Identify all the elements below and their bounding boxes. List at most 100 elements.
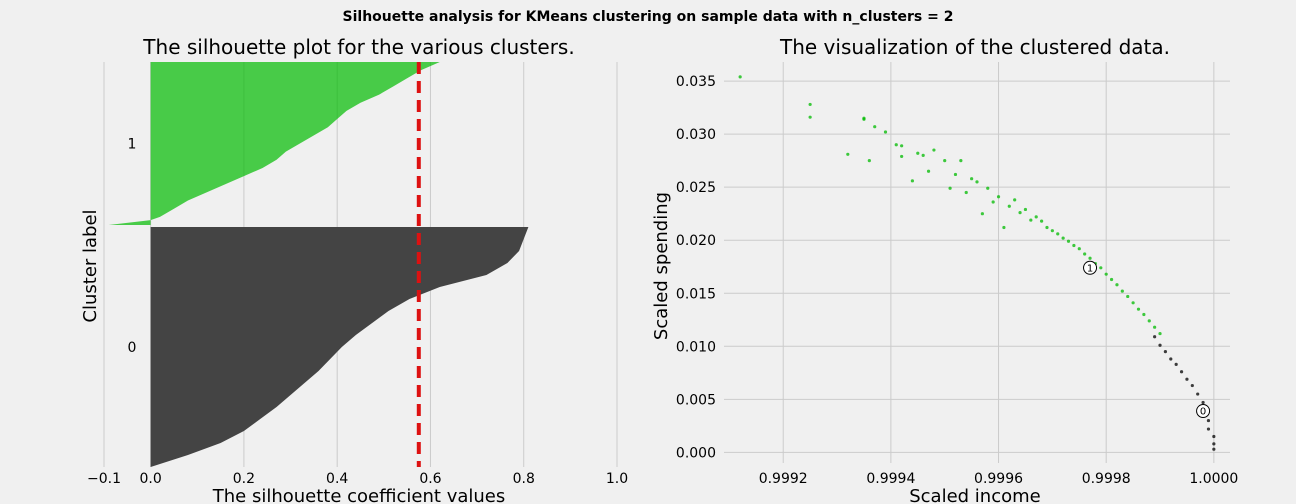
- scatter-y-tick-label: 0.035: [676, 74, 716, 90]
- scatter-point-cluster-1: [1007, 204, 1011, 208]
- scatter-point-cluster-1: [975, 180, 979, 184]
- cluster-center-marker: [1196, 404, 1211, 419]
- scatter-point-cluster-1: [1136, 307, 1141, 311]
- scatter-grid: [724, 62, 1230, 463]
- scatter-point-cluster-1: [964, 190, 968, 195]
- scatter-point-cluster-1: [959, 159, 963, 163]
- silhouette-axes: The silhouette plot for the various clus…: [80, 35, 628, 504]
- scatter-point-cluster-0: [1212, 447, 1216, 451]
- scatter-point-cluster-0: [1212, 442, 1216, 446]
- scatter-point-cluster-0: [1190, 383, 1194, 388]
- silhouette-x-tick-label: −0.1: [87, 471, 121, 487]
- silhouette-ylabel: Cluster label: [80, 209, 101, 322]
- scatter-point-cluster-0: [1185, 377, 1189, 381]
- scatter-ylabel: Scaled spending: [651, 192, 672, 340]
- scatter-x-tick-label: 0.9992: [759, 471, 808, 487]
- scatter-point-cluster-1: [910, 179, 915, 183]
- scatter-x-tick-label: 1.0000: [1189, 471, 1238, 487]
- scatter-point-cluster-1: [900, 144, 904, 148]
- scatter-point-cluster-0: [1206, 427, 1211, 431]
- silhouette-fill-cluster-0: [150, 227, 529, 467]
- scatter-y-tick-label: 0.015: [676, 286, 716, 302]
- silhouette-fill-cluster-1: [108, 62, 440, 225]
- scatter-point-cluster-1: [980, 212, 984, 216]
- scatter-point-cluster-1: [1131, 301, 1135, 305]
- scatter-point-cluster-0: [1201, 400, 1205, 405]
- scatter-point-cluster-1: [1061, 236, 1065, 240]
- scatter-point-cluster-1: [970, 177, 974, 181]
- scatter-point-cluster-1: [1088, 256, 1092, 260]
- scatter-points: [738, 75, 1216, 451]
- scatter-point-cluster-1: [953, 172, 958, 177]
- scatter-point-cluster-1: [808, 115, 812, 119]
- scatter-point-cluster-1: [1072, 243, 1076, 248]
- scatter-y-tick-label: 0.005: [676, 392, 716, 408]
- silhouette-x-ticks: −0.1 0.0 0.2 0.4 0.6 0.8 1.0: [87, 471, 628, 487]
- scatter-point-cluster-0: [1212, 434, 1216, 439]
- scatter-x-tick-label: 0.9994: [866, 471, 915, 487]
- scatter-point-cluster-1: [1147, 319, 1151, 323]
- figure-suptitle: Silhouette analysis for KMeans clusterin…: [343, 9, 954, 25]
- scatter-point-cluster-1: [883, 130, 888, 134]
- scatter-point-cluster-1: [873, 125, 877, 129]
- scatter-point-cluster-1: [1120, 289, 1124, 293]
- scatter-point-cluster-1: [1050, 229, 1054, 233]
- scatter-point-cluster-1: [921, 153, 925, 157]
- scatter-point-cluster-1: [1013, 198, 1017, 202]
- silhouette-xlabel: The silhouette coefficient values: [212, 486, 505, 504]
- scatter-y-ticks: 0.000 0.005 0.010 0.015 0.020 0.025 0.030 0.035: [676, 74, 716, 461]
- scatter-xlabel: Scaled income: [909, 486, 1041, 504]
- cluster-center-label: 0: [1200, 407, 1206, 418]
- scatter-point-cluster-1: [808, 102, 812, 107]
- scatter-point-cluster-0: [1179, 370, 1184, 374]
- scatter-point-cluster-1: [867, 159, 871, 163]
- scatter-point-cluster-1: [1029, 218, 1033, 222]
- scatter-point-cluster-0: [1196, 392, 1200, 396]
- scatter-point-cluster-1: [1126, 294, 1130, 299]
- scatter-x-tick-label: 0.9996: [974, 471, 1023, 487]
- scatter-axes: The visualization of the clustered data.…: [651, 35, 1238, 504]
- scatter-x-tick-label: 0.9998: [1082, 471, 1131, 487]
- scatter-y-tick-label: 0.010: [676, 339, 716, 355]
- scatter-point-cluster-1: [1023, 207, 1028, 212]
- scatter-point-cluster-1: [1066, 239, 1071, 243]
- scatter-point-cluster-1: [1039, 219, 1044, 223]
- scatter-point-cluster-0: [1174, 362, 1178, 366]
- scatter-y-tick-label: 0.025: [676, 180, 716, 196]
- scatter-point-cluster-1: [926, 169, 931, 173]
- scatter-point-cluster-0: [1169, 357, 1173, 361]
- scatter-point-cluster-1: [1083, 252, 1087, 256]
- silhouette-x-tick-label: 1.0: [606, 471, 628, 487]
- scatter-y-tick-label: 0.030: [676, 127, 716, 143]
- scatter-point-cluster-1: [738, 75, 742, 79]
- silhouette-x-tick-label: 0.0: [140, 471, 162, 487]
- silhouette-cluster-label: 0: [128, 340, 137, 356]
- scatter-point-cluster-1: [1109, 277, 1114, 282]
- scatter-point-cluster-0: [1163, 350, 1168, 354]
- scatter-point-cluster-1: [1153, 325, 1157, 329]
- scatter-title: The visualization of the clustered data.: [779, 35, 1170, 59]
- cluster-centers: 01: [1083, 260, 1211, 419]
- scatter-point-cluster-1: [862, 117, 866, 121]
- scatter-point-cluster-1: [991, 200, 995, 204]
- scatter-y-tick-label: 0.000: [676, 445, 716, 461]
- scatter-point-cluster-1: [900, 154, 904, 159]
- scatter-point-cluster-1: [986, 186, 990, 190]
- silhouette-x-tick-label: 0.4: [326, 471, 348, 487]
- scatter-point-cluster-1: [943, 159, 947, 163]
- scatter-point-cluster-0: [1153, 335, 1157, 339]
- scatter-point-cluster-1: [1104, 272, 1108, 276]
- cluster-center-marker: [1083, 260, 1098, 275]
- scatter-point-cluster-1: [1099, 266, 1103, 270]
- scatter-point-cluster-0: [1158, 343, 1162, 347]
- scatter-point-cluster-0: [1206, 418, 1211, 423]
- silhouette-x-tick-label: 0.6: [419, 471, 441, 487]
- silhouette-x-tick-label: 0.2: [233, 471, 255, 487]
- silhouette-cluster-labels: 01: [128, 137, 137, 357]
- silhouette-cluster-label: 1: [128, 137, 137, 153]
- scatter-point-cluster-1: [846, 152, 850, 156]
- scatter-point-cluster-1: [1002, 225, 1006, 230]
- scatter-point-cluster-1: [1018, 211, 1022, 215]
- cluster-center-label: 1: [1087, 263, 1093, 274]
- scatter-point-cluster-1: [916, 151, 920, 155]
